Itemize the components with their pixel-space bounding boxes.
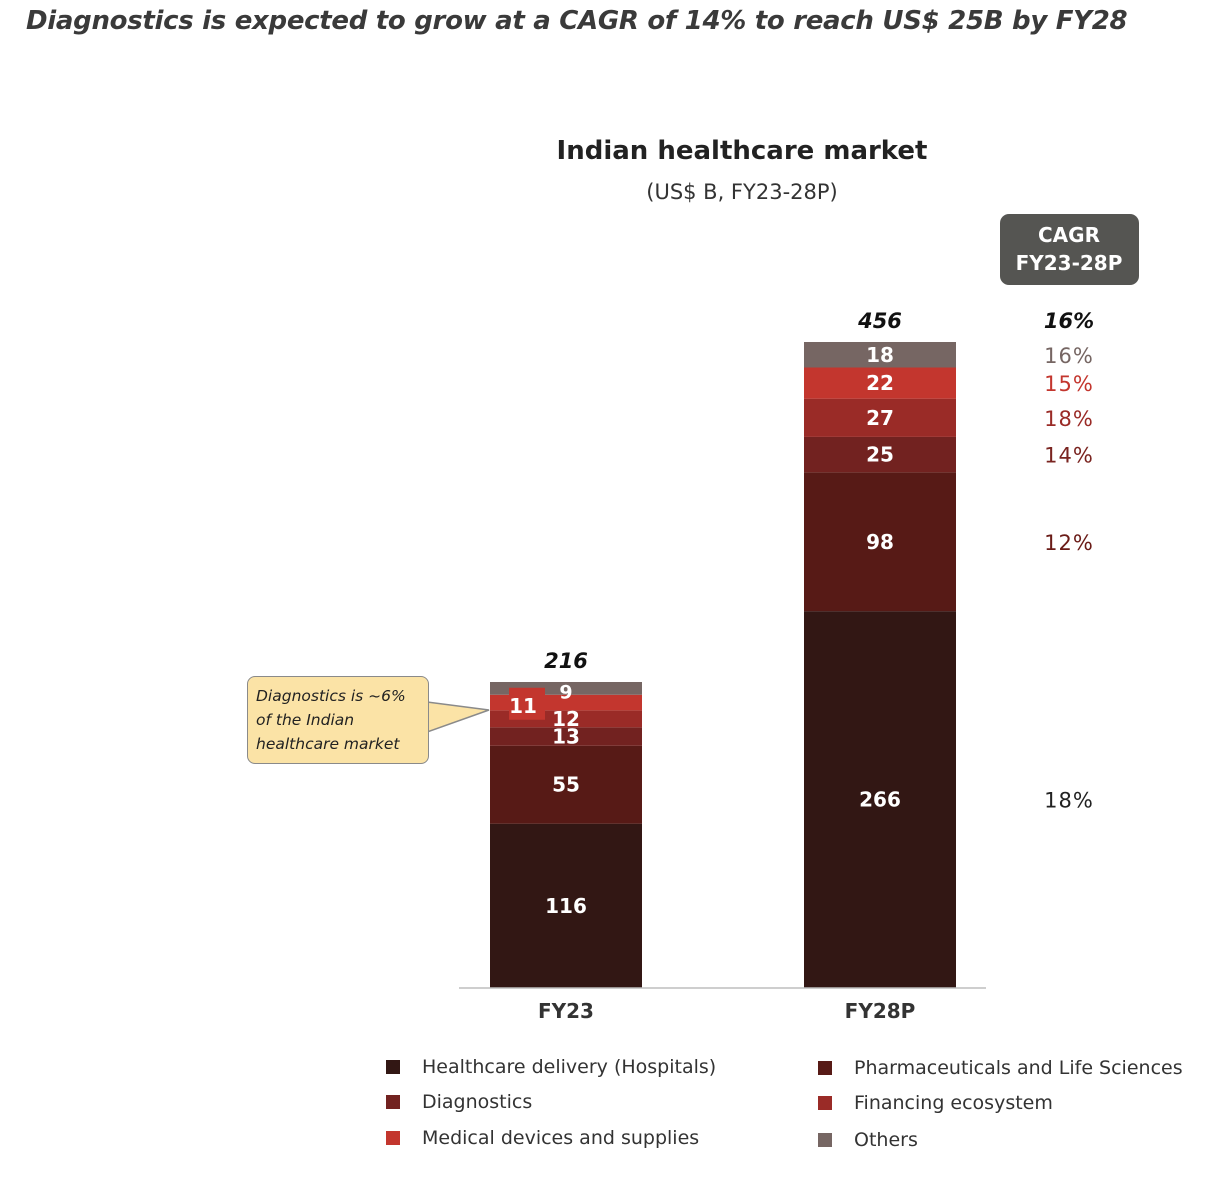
bar-segment-diagnostics-fy28p xyxy=(804,436,956,473)
chart-subtitle: (US$ B, FY23-28P) xyxy=(646,180,837,204)
legend-label: Medical devices and supplies xyxy=(422,1127,700,1149)
value-label-financing-ecosystem-fy28p: 27 xyxy=(866,406,894,430)
value-label-healthcare-delivery-hospitals-fy28p: 266 xyxy=(859,788,901,812)
value-label-healthcare-delivery-hospitals-fy23: 116 xyxy=(545,894,587,918)
bar-segment-medical-devices-and-supplies-fy28p xyxy=(804,367,956,399)
legend-item-others: Others xyxy=(818,1129,918,1151)
value-label-medical-devices-and-supplies-fy28p: 22 xyxy=(866,371,894,395)
callout-pointer xyxy=(427,701,490,733)
cagr-value-medical-devices-and-supplies: 15% xyxy=(1044,372,1094,396)
bar-segment-pharmaceuticals-and-life-sciences-fy23 xyxy=(490,745,642,824)
bar-segment-healthcare-delivery-hospitals-fy23 xyxy=(490,823,642,988)
cagr-value-financing-ecosystem: 18% xyxy=(1044,407,1094,431)
value-label-box-medical-devices-fy23 xyxy=(509,687,545,720)
legend-swatch-pharma xyxy=(818,1061,832,1075)
legend: Healthcare delivery (Hospitals) Diagnost… xyxy=(386,1056,1206,1166)
legend-label: Others xyxy=(854,1129,918,1151)
value-label-others-fy28p: 18 xyxy=(866,343,894,367)
value-label-financing-ecosystem-fy23: 12 xyxy=(552,707,580,731)
legend-item-financing: Financing ecosystem xyxy=(818,1092,1053,1114)
legend-swatch-others xyxy=(818,1133,832,1147)
legend-label: Financing ecosystem xyxy=(854,1092,1053,1114)
cagr-header-line-2: FY23-28P xyxy=(1016,251,1123,275)
callout-line-3: healthcare market xyxy=(256,735,400,753)
headline: Diagnostics is expected to grow at a CAG… xyxy=(26,6,1128,36)
cagr-column: 16% 18% 12% 14% 18% 15% 16% xyxy=(1044,309,1094,813)
value-label-pharmaceuticals-and-life-sciences-fy23: 55 xyxy=(552,773,580,797)
cagr-value-diagnostics: 14% xyxy=(1044,444,1094,468)
legend-swatch-medical-devices xyxy=(386,1131,400,1145)
bar-segment-healthcare-delivery-hospitals-fy28p xyxy=(804,611,956,988)
cagr-total: 16% xyxy=(1044,309,1094,333)
value-label-diagnostics-fy23: 13 xyxy=(552,725,580,749)
diagnostics-callout: Diagnostics is ~6% of the Indian healthc… xyxy=(247,676,429,764)
x-tick-labels: FY23 FY28P xyxy=(538,999,915,1023)
legend-label: Diagnostics xyxy=(422,1091,533,1113)
callout-line-1: Diagnostics is ~6% xyxy=(256,687,406,705)
cagr-value-others: 16% xyxy=(1044,344,1094,368)
total-label-fy23: 216 xyxy=(544,649,588,673)
cagr-value-healthcare-delivery-hospitals: 18% xyxy=(1044,789,1094,813)
legend-item-medical-devices: Medical devices and supplies xyxy=(386,1127,699,1149)
bar-segment-others-fy28p xyxy=(804,342,956,368)
bars-layer xyxy=(490,342,956,988)
x-tick-label-fy23: FY23 xyxy=(538,999,594,1023)
callout-line-2: of the Indian xyxy=(256,711,355,729)
legend-label: Pharmaceuticals and Life Sciences xyxy=(854,1057,1183,1079)
legend-swatch-hospitals xyxy=(386,1060,400,1074)
chart-title: Indian healthcare market xyxy=(557,136,928,166)
cagr-value-pharmaceuticals-and-life-sciences: 12% xyxy=(1044,531,1094,555)
stacked-bar-chart: Indian healthcare market (US$ B, FY23-28… xyxy=(459,136,1139,1023)
cagr-header-line-1: CAGR xyxy=(1038,223,1100,247)
value-label-medical-devices-and-supplies-fy23: 11 xyxy=(509,694,537,718)
value-label-pharmaceuticals-and-life-sciences-fy28p: 98 xyxy=(866,530,894,554)
value-label-diagnostics-fy28p: 25 xyxy=(866,443,894,467)
bar-segment-diagnostics-fy23 xyxy=(490,727,642,746)
value-label-others-fy23: 9 xyxy=(559,681,572,703)
cagr-header-box: CAGR FY23-28P xyxy=(1000,214,1139,285)
bar-segment-pharmaceuticals-and-life-sciences-fy28p xyxy=(804,472,956,612)
legend-swatch-diagnostics xyxy=(386,1095,400,1109)
bar-segment-financing-ecosystem-fy28p xyxy=(804,398,956,437)
total-label-fy28p: 456 xyxy=(857,309,902,333)
legend-item-hospitals: Healthcare delivery (Hospitals) xyxy=(386,1056,716,1078)
x-tick-label-fy28p: FY28P xyxy=(845,999,916,1023)
legend-swatch-financing xyxy=(818,1096,832,1110)
legend-label: Healthcare delivery (Hospitals) xyxy=(422,1056,717,1078)
legend-item-pharma: Pharmaceuticals and Life Sciences xyxy=(818,1057,1183,1079)
legend-item-diagnostics: Diagnostics xyxy=(386,1091,532,1113)
